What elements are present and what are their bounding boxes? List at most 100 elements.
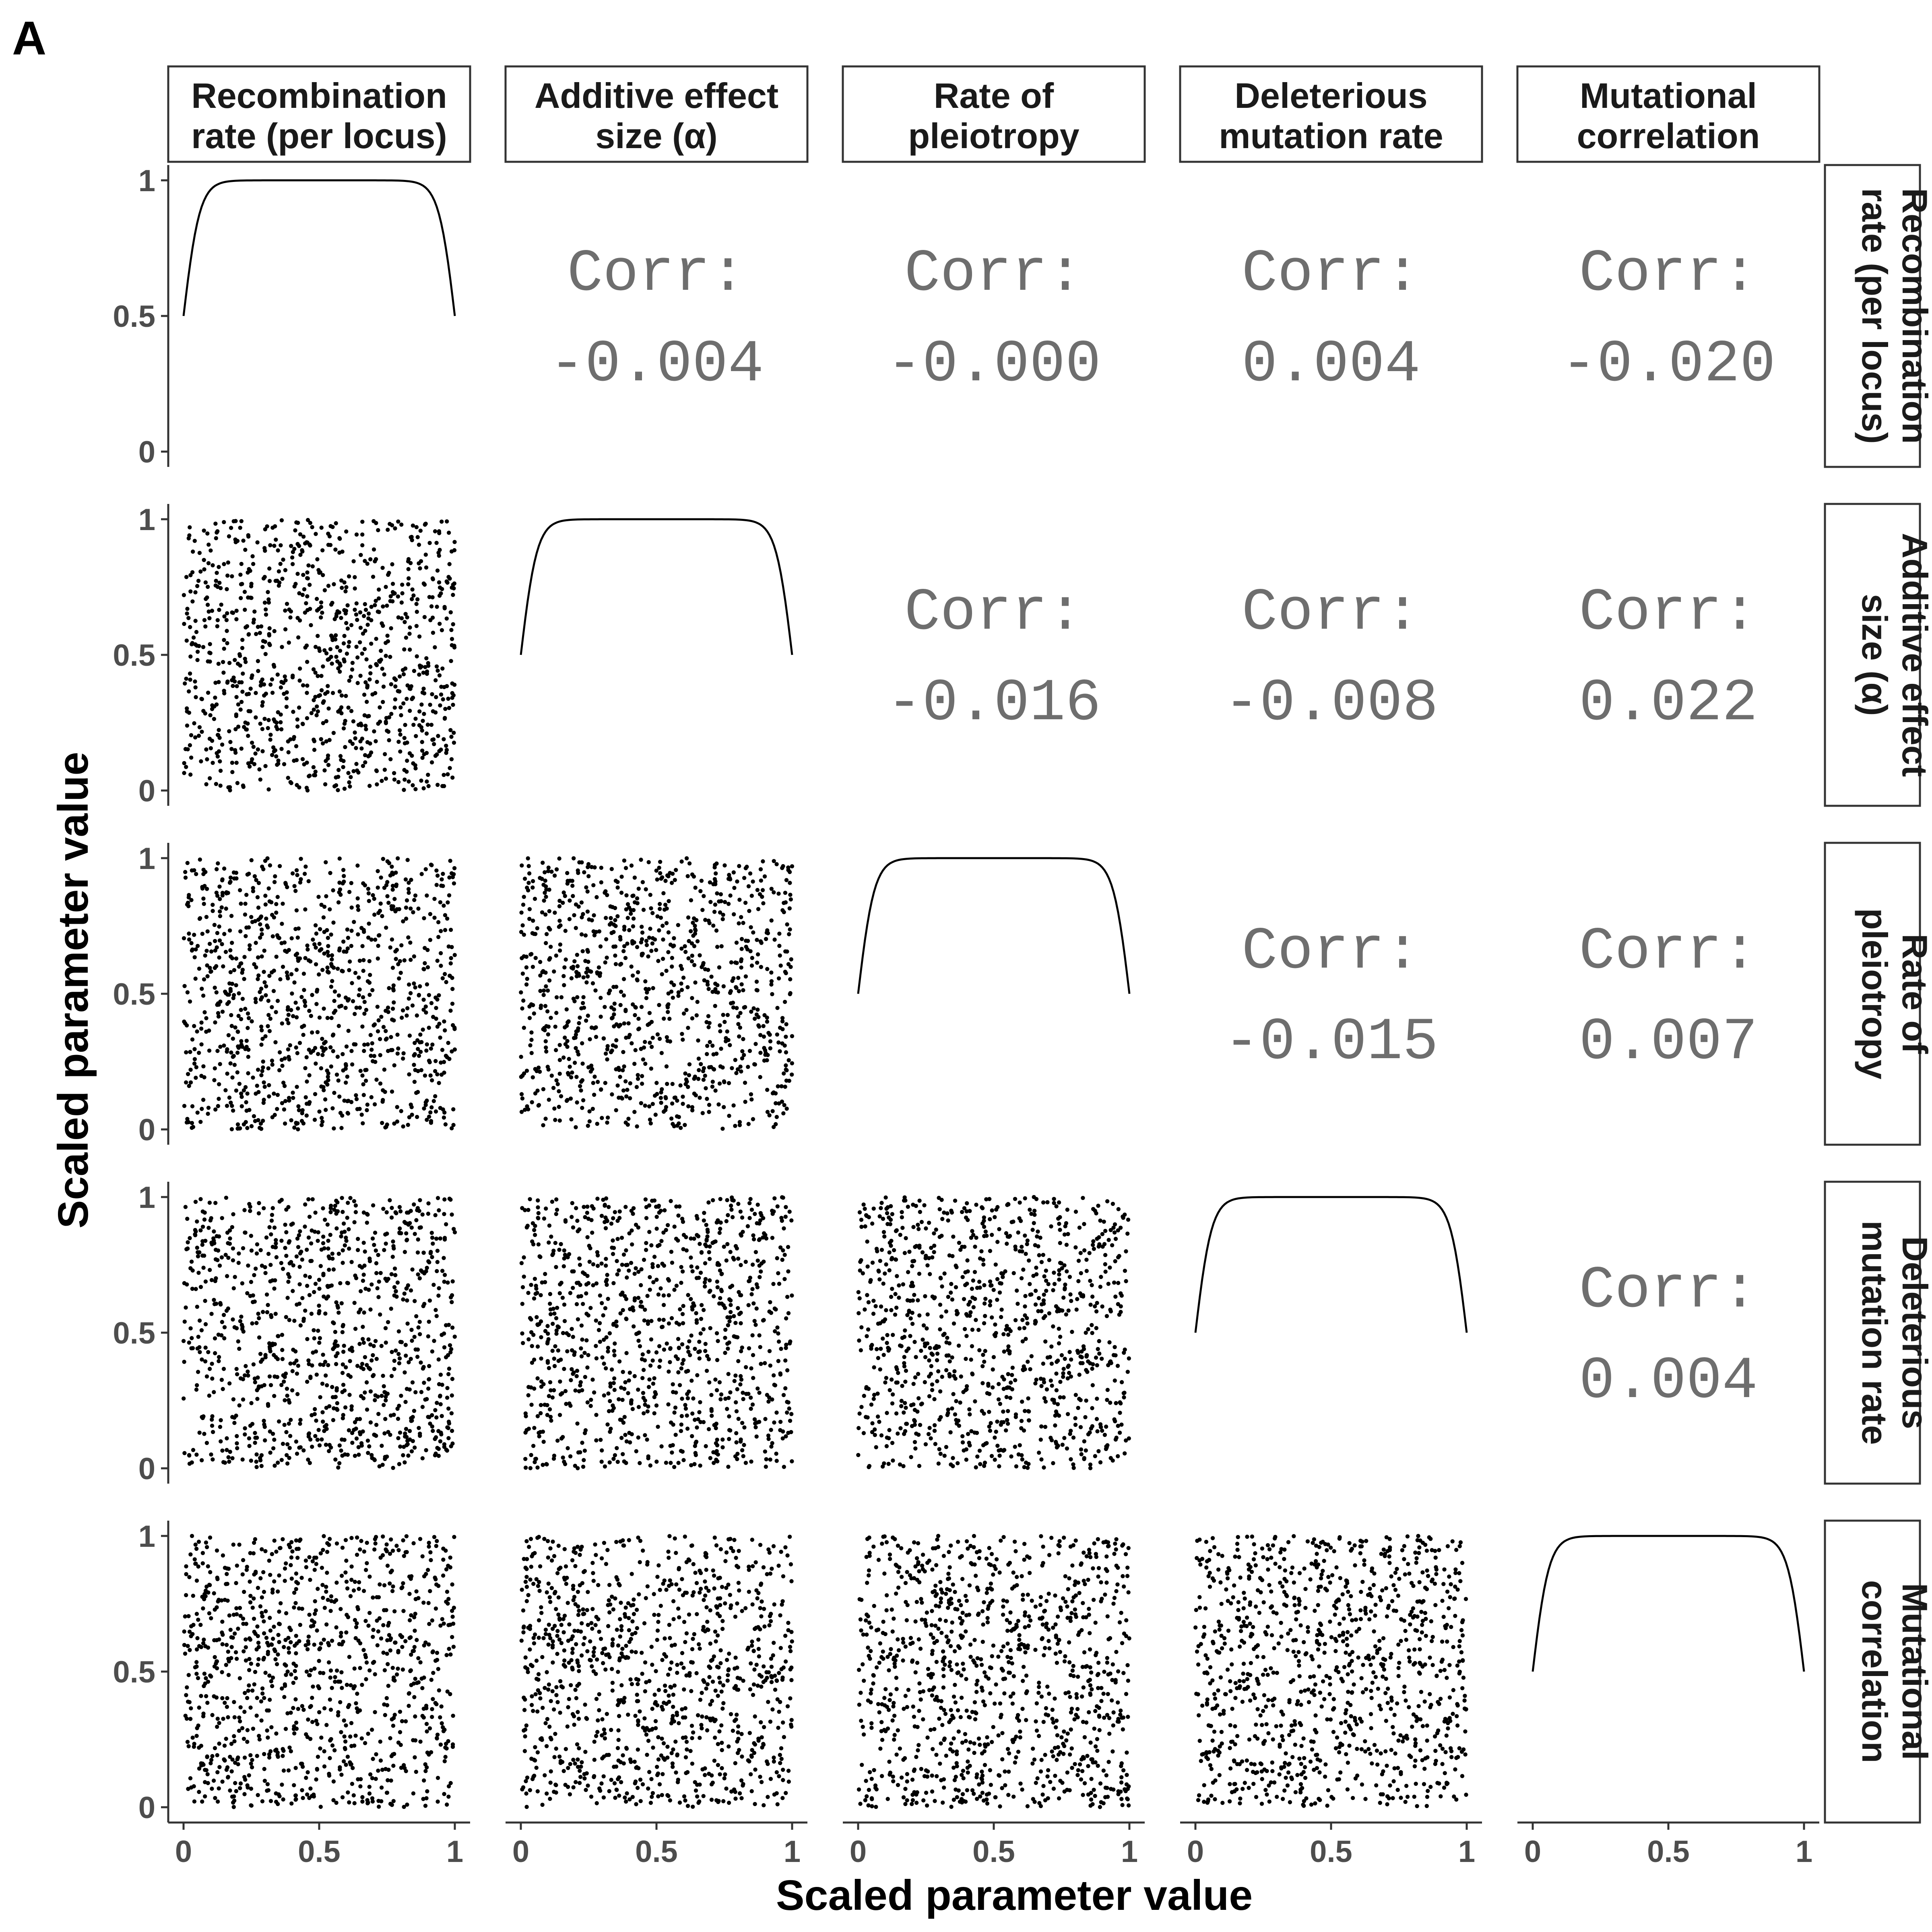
- scatter-point: [661, 923, 665, 928]
- corr-label: Corr:: [1242, 580, 1420, 647]
- scatter-point: [263, 859, 268, 863]
- scatter-point: [447, 893, 452, 898]
- scatter-point: [434, 1415, 439, 1420]
- scatter-point: [198, 1197, 203, 1201]
- scatter-point: [749, 894, 754, 898]
- scatter-point: [262, 546, 267, 550]
- scatter-point: [314, 931, 319, 936]
- scatter-point: [266, 1024, 270, 1028]
- scatter-point: [369, 1282, 374, 1287]
- scatter-point: [701, 1420, 706, 1424]
- scatter-point: [313, 1282, 318, 1286]
- scatter-point: [272, 1091, 276, 1096]
- scatter-point: [239, 1091, 244, 1096]
- scatter-point: [295, 1051, 299, 1055]
- scatter-point: [572, 1352, 576, 1357]
- scatter-point: [398, 959, 402, 964]
- scatter-point: [236, 1339, 240, 1344]
- scatter-point: [274, 724, 279, 729]
- scatter-point: [586, 1313, 591, 1318]
- scatter-point: [267, 974, 272, 978]
- scatter-point: [543, 870, 547, 875]
- scatter-point: [325, 928, 329, 933]
- scatter-point: [351, 719, 356, 724]
- scatter-point: [670, 871, 675, 876]
- scatter-point: [715, 1220, 720, 1224]
- scatter-point: [747, 1216, 752, 1220]
- scatter-point: [392, 897, 397, 901]
- scatter-point: [365, 1212, 369, 1216]
- scatter-point: [452, 866, 457, 871]
- scatter-point: [557, 1291, 562, 1296]
- scatter-point: [274, 1241, 278, 1246]
- scatter-point: [621, 1050, 625, 1054]
- scatter-point: [611, 1457, 616, 1461]
- scatter-point: [562, 983, 566, 987]
- scatter-point: [297, 1108, 301, 1113]
- scatter-point: [291, 1289, 295, 1293]
- scatter-point: [198, 1120, 203, 1124]
- scatter-point: [771, 1282, 776, 1286]
- scatter-point: [405, 1439, 410, 1443]
- scatter-point: [436, 1293, 441, 1298]
- scatter-point: [692, 963, 697, 967]
- scatter-point: [349, 929, 354, 933]
- scatter-point: [676, 994, 681, 998]
- scatter-point: [711, 1052, 716, 1057]
- scatter-point: [230, 760, 235, 765]
- scatter-point: [780, 1436, 785, 1441]
- scatter-point: [679, 1265, 683, 1269]
- scatter-point: [636, 1073, 640, 1077]
- scatter-point: [547, 1223, 552, 1228]
- scatter-point: [611, 1238, 615, 1243]
- scatter-point: [527, 916, 532, 921]
- scatter-point: [427, 1260, 431, 1265]
- scatter-point: [737, 921, 741, 926]
- scatter-point: [744, 939, 748, 943]
- scatter-point: [200, 1416, 205, 1420]
- scatter-point: [644, 939, 649, 943]
- scatter-point: [393, 1210, 398, 1215]
- scatter-point: [335, 1200, 340, 1205]
- scatter-point: [388, 1413, 393, 1418]
- scatter-point: [303, 1095, 308, 1100]
- scatter-point: [394, 884, 398, 888]
- scatter-point: [755, 1420, 760, 1425]
- scatter-point: [649, 1243, 654, 1248]
- scatter-point: [438, 548, 442, 552]
- scatter-point: [547, 909, 552, 913]
- scatter-point: [412, 1409, 417, 1413]
- scatter-point: [284, 704, 289, 709]
- scatter-point: [736, 1022, 741, 1026]
- scatter-point: [310, 1445, 314, 1449]
- scatter-point: [574, 1046, 578, 1051]
- scatter-point: [216, 1011, 221, 1016]
- scatter-point: [312, 707, 316, 712]
- scatter-point: [256, 669, 260, 673]
- scatter-point: [386, 528, 390, 532]
- scatter-point: [285, 1387, 289, 1391]
- scatter-point: [450, 1126, 454, 1131]
- scatter-point: [273, 874, 277, 879]
- scatter-point: [283, 608, 287, 613]
- scatter-point: [326, 584, 331, 588]
- scatter-point: [347, 574, 351, 579]
- scatter-point: [579, 1323, 584, 1328]
- scatter-point: [413, 766, 418, 771]
- scatter-point: [392, 1246, 396, 1251]
- scatter-point: [258, 777, 262, 782]
- scatter-point: [699, 1303, 704, 1307]
- scatter-point: [251, 1293, 255, 1298]
- scatter-point: [192, 1047, 197, 1051]
- scatter-point: [425, 1118, 429, 1122]
- scatter-point: [530, 879, 535, 883]
- scatter-point: [784, 1316, 788, 1321]
- scatter-point: [262, 716, 267, 721]
- scatter-point: [672, 1465, 677, 1469]
- scatter-point: [325, 690, 330, 694]
- scatter-point: [217, 735, 222, 740]
- scatter-point: [620, 1263, 625, 1267]
- scatter-point: [341, 765, 345, 770]
- scatter-point: [254, 1459, 258, 1464]
- scatter-point: [758, 1211, 763, 1216]
